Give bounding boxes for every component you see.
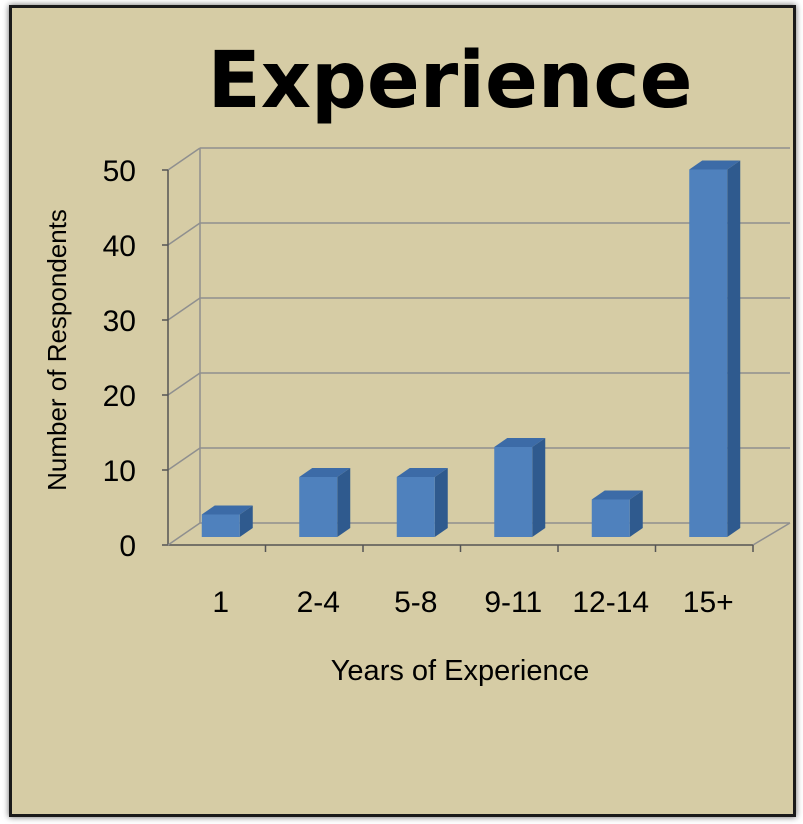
floor-right-edge	[752, 522, 791, 546]
x-tick-label: 15+	[683, 586, 734, 619]
gridline-diag-30	[167, 297, 201, 321]
chart-title: Experience	[207, 36, 692, 126]
y-tick-label: 50	[103, 155, 136, 188]
x-tick-label: 9-11	[484, 586, 542, 619]
bar-5-8	[396, 468, 448, 537]
y-tick-label: 20	[103, 380, 136, 413]
bar-15+	[689, 160, 741, 537]
y-tick-label: 40	[103, 230, 136, 263]
bar-12-14	[591, 490, 643, 537]
bars	[201, 160, 741, 537]
bar-1	[201, 505, 253, 537]
bar-top	[396, 468, 448, 477]
bar-9-11	[494, 438, 546, 537]
bar-front	[299, 477, 338, 537]
bar-top	[689, 160, 741, 170]
bar-2-4	[299, 468, 351, 537]
x-tick-label: 5-8	[394, 586, 437, 619]
bar-side	[727, 160, 741, 537]
x-tick-label: 12-14	[572, 586, 649, 619]
gridline-diag-40	[167, 222, 201, 246]
bar-side	[434, 468, 448, 537]
bar-side	[629, 490, 643, 537]
gridline-diag-10	[167, 447, 201, 471]
chart-frame	[9, 5, 796, 817]
bar-front	[201, 514, 240, 537]
y-axis-label: Number of Respondents	[42, 209, 72, 491]
bar-top	[299, 468, 351, 477]
y-tick-label: 10	[103, 455, 136, 488]
bar-top	[494, 438, 546, 447]
bar-front	[591, 499, 630, 537]
y-tick-label: 30	[103, 305, 136, 338]
y-tick-labels: 0 10 20 30 40 50	[103, 155, 136, 563]
y-tick-label: 0	[119, 530, 136, 563]
x-tick-label: 1	[212, 586, 229, 619]
bar-front	[396, 477, 435, 537]
gridline-diag-20	[167, 372, 201, 396]
x-axis-label: Years of Experience	[331, 655, 589, 687]
x-tick-label: 2-4	[297, 586, 340, 619]
bar-front	[494, 447, 533, 537]
floor-left-edge	[167, 522, 201, 546]
x-tick-labels: 1 2-4 5-8 9-11 12-14 15+	[212, 586, 733, 619]
bar-top	[201, 505, 253, 515]
bar-top	[591, 490, 643, 500]
bar-side	[532, 438, 546, 537]
bar-side	[337, 468, 351, 537]
gridline-diag-50	[167, 147, 201, 171]
bar-front	[689, 169, 728, 537]
bar-side	[239, 505, 253, 537]
